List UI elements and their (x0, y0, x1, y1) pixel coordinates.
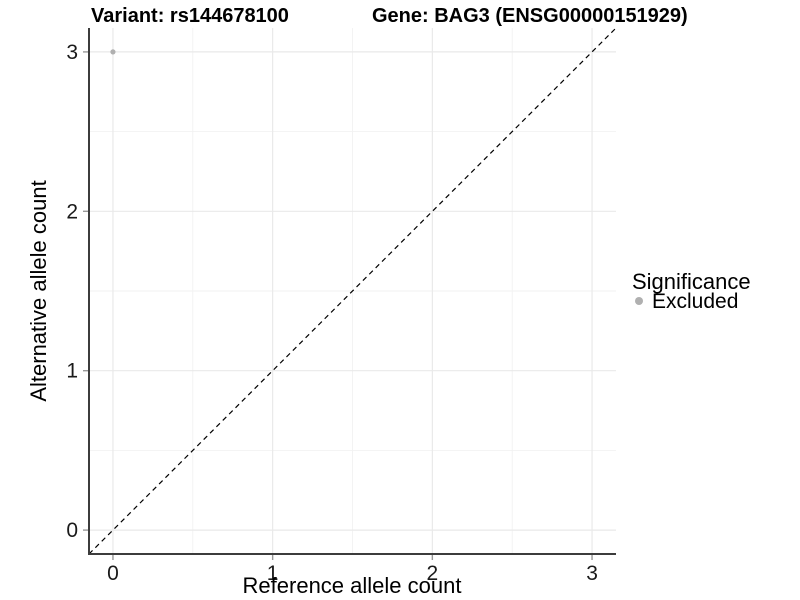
identity-dashed-line (88, 27, 617, 555)
major-gridlines (89, 28, 616, 554)
gene-title: Gene: BAG3 (ENSG00000151929) (372, 5, 688, 27)
y-tick-label: 0 (66, 519, 78, 542)
data-points-layer (110, 49, 116, 55)
variant-title: Variant: rs144678100 (91, 5, 289, 27)
x-tick-label: 1 (267, 562, 279, 585)
tick-labels-layer: 0 1 2 3 0 1 2 3 (66, 41, 598, 585)
y-axis-title: Alternative allele count (26, 180, 51, 401)
x-tick-label: 3 (586, 562, 598, 585)
y-tick-label: 3 (66, 41, 78, 64)
axes-layer (83, 28, 616, 560)
x-axis-title: Reference allele count (243, 573, 462, 598)
legend-entry-excluded: Excluded (652, 290, 738, 313)
legend-key-circle-icon (635, 297, 643, 305)
data-point (110, 49, 116, 55)
identity-reference-line-layer (88, 27, 617, 555)
x-tick-label: 2 (427, 562, 439, 585)
y-tick-label: 1 (66, 360, 78, 383)
legend: Significance Excluded (632, 269, 751, 313)
y-tick-label: 2 (66, 200, 78, 223)
x-tick-label: 0 (107, 562, 119, 585)
legend-title: Significance (632, 269, 751, 294)
